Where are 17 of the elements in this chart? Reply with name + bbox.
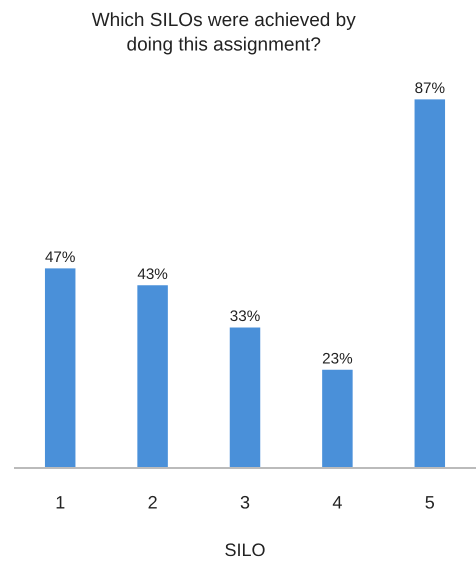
bar	[414, 99, 446, 467]
data-label: 43%	[137, 266, 168, 283]
data-label: 87%	[414, 80, 446, 97]
x-tick-label: 1	[55, 492, 66, 512]
data-label: 47%	[44, 248, 76, 266]
bar	[137, 285, 168, 467]
x-tick-label: 5	[424, 492, 435, 512]
x-tick-label: 2	[148, 492, 158, 512]
x-axis-title: SILO	[224, 540, 266, 560]
bar	[230, 328, 260, 467]
data-label: 23%	[322, 350, 353, 368]
bar	[44, 268, 76, 467]
bar	[322, 370, 353, 467]
x-tick-label: 4	[332, 492, 342, 512]
chart-title: Which SILOs were achieved by doing this assignment?	[92, 10, 356, 56]
data-label: 33%	[230, 308, 260, 326]
x-tick-label: 3	[240, 492, 250, 512]
